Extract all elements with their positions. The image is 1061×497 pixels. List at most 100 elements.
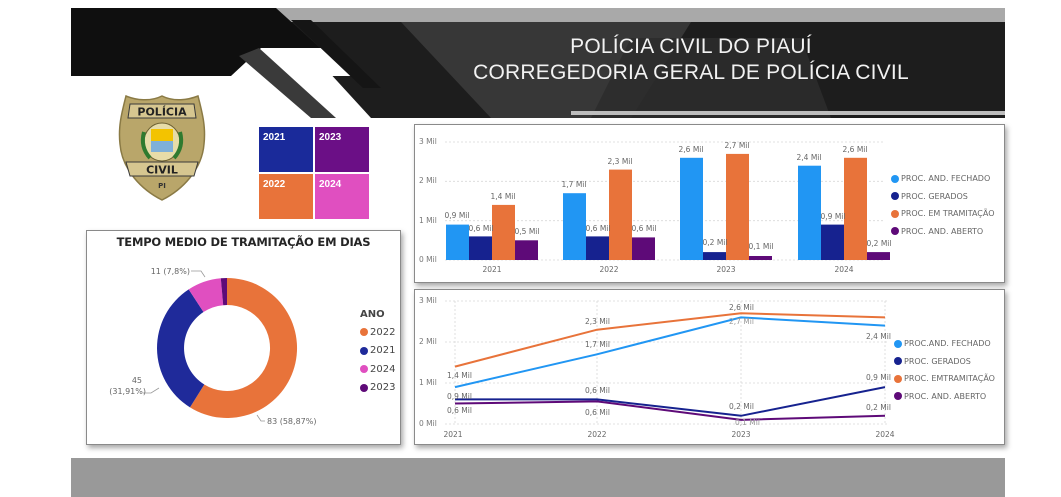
line-gerados[interactable] — [455, 386, 886, 417]
bar-aberto-2021[interactable] — [515, 240, 538, 260]
label-2021-pct: (31,91%) — [109, 387, 146, 396]
bar-aberto-2022[interactable] — [632, 237, 655, 260]
svg-text:0,2 Mil: 0,2 Mil — [866, 403, 891, 412]
legend-dot-icon — [894, 357, 902, 366]
line-value-labels: 1,4 Mil 0,9 Mil 0,6 Mil 2,3 Mil 1,7 Mil … — [447, 303, 891, 427]
legend-item-fechado[interactable]: PROC.AND. FECHADO — [894, 335, 995, 353]
svg-text:1,7 Mil: 1,7 Mil — [562, 180, 587, 189]
line-chart-panel: 3 Mil 2 Mil 1 Mil 0 Mil 1,4 Mil 0,9 Mil … — [414, 289, 1005, 445]
year-tile-2023[interactable]: 2023 — [315, 127, 369, 172]
label-2024: 11 (7,8%) — [151, 267, 190, 276]
bar-tramitacao-2021[interactable] — [492, 204, 515, 260]
label-2022: 83 (58,87%) — [267, 417, 316, 426]
svg-text:0,6 Mil: 0,6 Mil — [586, 224, 611, 233]
svg-text:0,2 Mil: 0,2 Mil — [729, 402, 754, 411]
bar-tramitacao-2022[interactable] — [609, 169, 632, 260]
svg-text:2022: 2022 — [599, 265, 618, 274]
legend-dot-icon — [891, 209, 899, 218]
bar-fechado-2024[interactable] — [798, 165, 821, 260]
svg-text:2 Mil: 2 Mil — [419, 337, 437, 346]
footer-bar — [71, 458, 1005, 497]
x-axis: 2021 2022 2023 2024 — [443, 430, 894, 439]
bar-gerados-2021[interactable] — [469, 236, 492, 260]
slice-2021[interactable] — [157, 289, 205, 408]
year-tile-2024[interactable]: 2024 — [315, 174, 369, 219]
svg-text:2,4 Mil: 2,4 Mil — [797, 153, 822, 162]
svg-text:1,4 Mil: 1,4 Mil — [491, 192, 516, 201]
legend-dot-icon — [891, 227, 899, 236]
legend-item-2021[interactable]: 2021 — [360, 342, 395, 361]
legend-item-gerados[interactable]: PROC. GERADOS — [891, 188, 995, 206]
line-chart-legend: PROC.AND. FECHADO PROC. GERADOS PROC. EM… — [894, 335, 995, 405]
svg-text:3 Mil: 3 Mil — [419, 137, 437, 146]
slice-2022[interactable] — [190, 278, 298, 418]
label-2021-value: 45 — [132, 376, 142, 385]
line-tramitacao[interactable] — [454, 312, 886, 368]
svg-text:2021: 2021 — [482, 265, 501, 274]
svg-text:2,6 Mil: 2,6 Mil — [679, 145, 704, 154]
donut-chart-title: TEMPO MEDIO DE TRAMITAÇÃO EM DIAS — [116, 235, 371, 249]
bar-aberto-2024[interactable] — [867, 252, 890, 260]
legend-title: ANO — [360, 308, 385, 320]
bars-2022 — [563, 169, 655, 260]
line-aberto[interactable] — [454, 400, 886, 421]
bar-tramitacao-2023[interactable] — [726, 153, 749, 260]
title-line-1: POLÍCIA CIVIL DO PIAUÍ — [570, 35, 812, 58]
bars-2024 — [798, 157, 890, 260]
legend-item-fechado[interactable]: PROC. AND. FECHADO — [891, 170, 995, 188]
svg-text:0,9 Mil: 0,9 Mil — [445, 211, 470, 220]
legend-item-aberto[interactable]: PROC. AND. ABERTO — [891, 223, 995, 241]
legend-item-gerados[interactable]: PROC. GERADOS — [894, 353, 995, 371]
year-tile-2021[interactable]: 2021 — [259, 127, 313, 172]
legend-dot-icon — [894, 339, 902, 348]
svg-text:2,4 Mil: 2,4 Mil — [866, 332, 891, 341]
slice-2023[interactable] — [220, 278, 227, 306]
banner-title: POLÍCIA CIVIL DO PIAUÍ CORREGEDORIA GERA… — [391, 34, 991, 86]
legend-item-tramitacao[interactable]: PROC. EMTRAMITAÇÃO — [894, 370, 995, 388]
svg-text:1 Mil: 1 Mil — [419, 216, 437, 225]
bar-tramitacao-2024[interactable] — [844, 157, 867, 260]
svg-text:0,6 Mil: 0,6 Mil — [447, 406, 472, 415]
bar-fechado-2022[interactable] — [563, 193, 586, 260]
svg-text:0,5 Mil: 0,5 Mil — [515, 227, 540, 236]
legend-dot-icon — [894, 392, 902, 401]
legend-item-2024[interactable]: 2024 — [360, 360, 395, 379]
svg-text:0,6 Mil: 0,6 Mil — [585, 386, 610, 395]
svg-text:2023: 2023 — [716, 265, 735, 274]
bar-gerados-2024[interactable] — [821, 224, 844, 260]
bar-fechado-2021[interactable] — [446, 224, 469, 260]
legend-item-2023[interactable]: 2023 — [360, 379, 395, 398]
line-fechado[interactable] — [454, 316, 886, 389]
legend-item-aberto[interactable]: PROC. AND. ABERTO — [894, 388, 995, 406]
legend-item-2022[interactable]: 2022 — [360, 323, 395, 342]
gridlines — [445, 300, 887, 425]
svg-text:0,6 Mil: 0,6 Mil — [632, 224, 657, 233]
svg-text:0,9 Mil: 0,9 Mil — [821, 212, 846, 221]
legend-item-tramitacao[interactable]: PROC. EM TRAMITAÇÃO — [891, 205, 995, 223]
svg-text:2021: 2021 — [443, 430, 462, 439]
title-line-2: CORREGEDORIA GERAL DE POLÍCIA CIVIL — [473, 61, 909, 84]
svg-text:1 Mil: 1 Mil — [419, 378, 437, 387]
bar-gerados-2023[interactable] — [703, 252, 726, 260]
donut-legend: ANO 2022 2021 2024 2023 — [360, 305, 395, 397]
bars-2023 — [680, 153, 772, 260]
police-badge-logo: POLÍCIA CIVIL PI — [116, 92, 208, 204]
donut-chart: 11 (7,8%) 45 (31,91%) 83 (58,87%) — [109, 267, 316, 426]
bar-fechado-2023[interactable] — [680, 157, 703, 260]
year-tile-2022[interactable]: 2022 — [259, 174, 313, 219]
svg-text:0,1 Mil: 0,1 Mil — [749, 242, 774, 251]
legend-dot-icon — [360, 346, 368, 355]
svg-text:0,6 Mil: 0,6 Mil — [469, 224, 494, 233]
svg-text:1,4 Mil: 1,4 Mil — [447, 371, 472, 380]
svg-text:3 Mil: 3 Mil — [419, 296, 437, 305]
bar-aberto-2023[interactable] — [749, 256, 772, 260]
slice-2024[interactable] — [188, 278, 224, 312]
svg-text:2,6 Mil: 2,6 Mil — [729, 303, 754, 312]
legend-dot-icon — [891, 192, 899, 201]
svg-text:0,9 Mil: 0,9 Mil — [447, 392, 472, 401]
donut-slices — [157, 278, 298, 418]
svg-text:1,7 Mil: 1,7 Mil — [585, 340, 610, 349]
bar-gerados-2022[interactable] — [586, 236, 609, 260]
svg-text:2,3 Mil: 2,3 Mil — [608, 157, 633, 166]
header-banner: POLÍCIA CIVIL DO PIAUÍ CORREGEDORIA GERA… — [71, 8, 1005, 118]
